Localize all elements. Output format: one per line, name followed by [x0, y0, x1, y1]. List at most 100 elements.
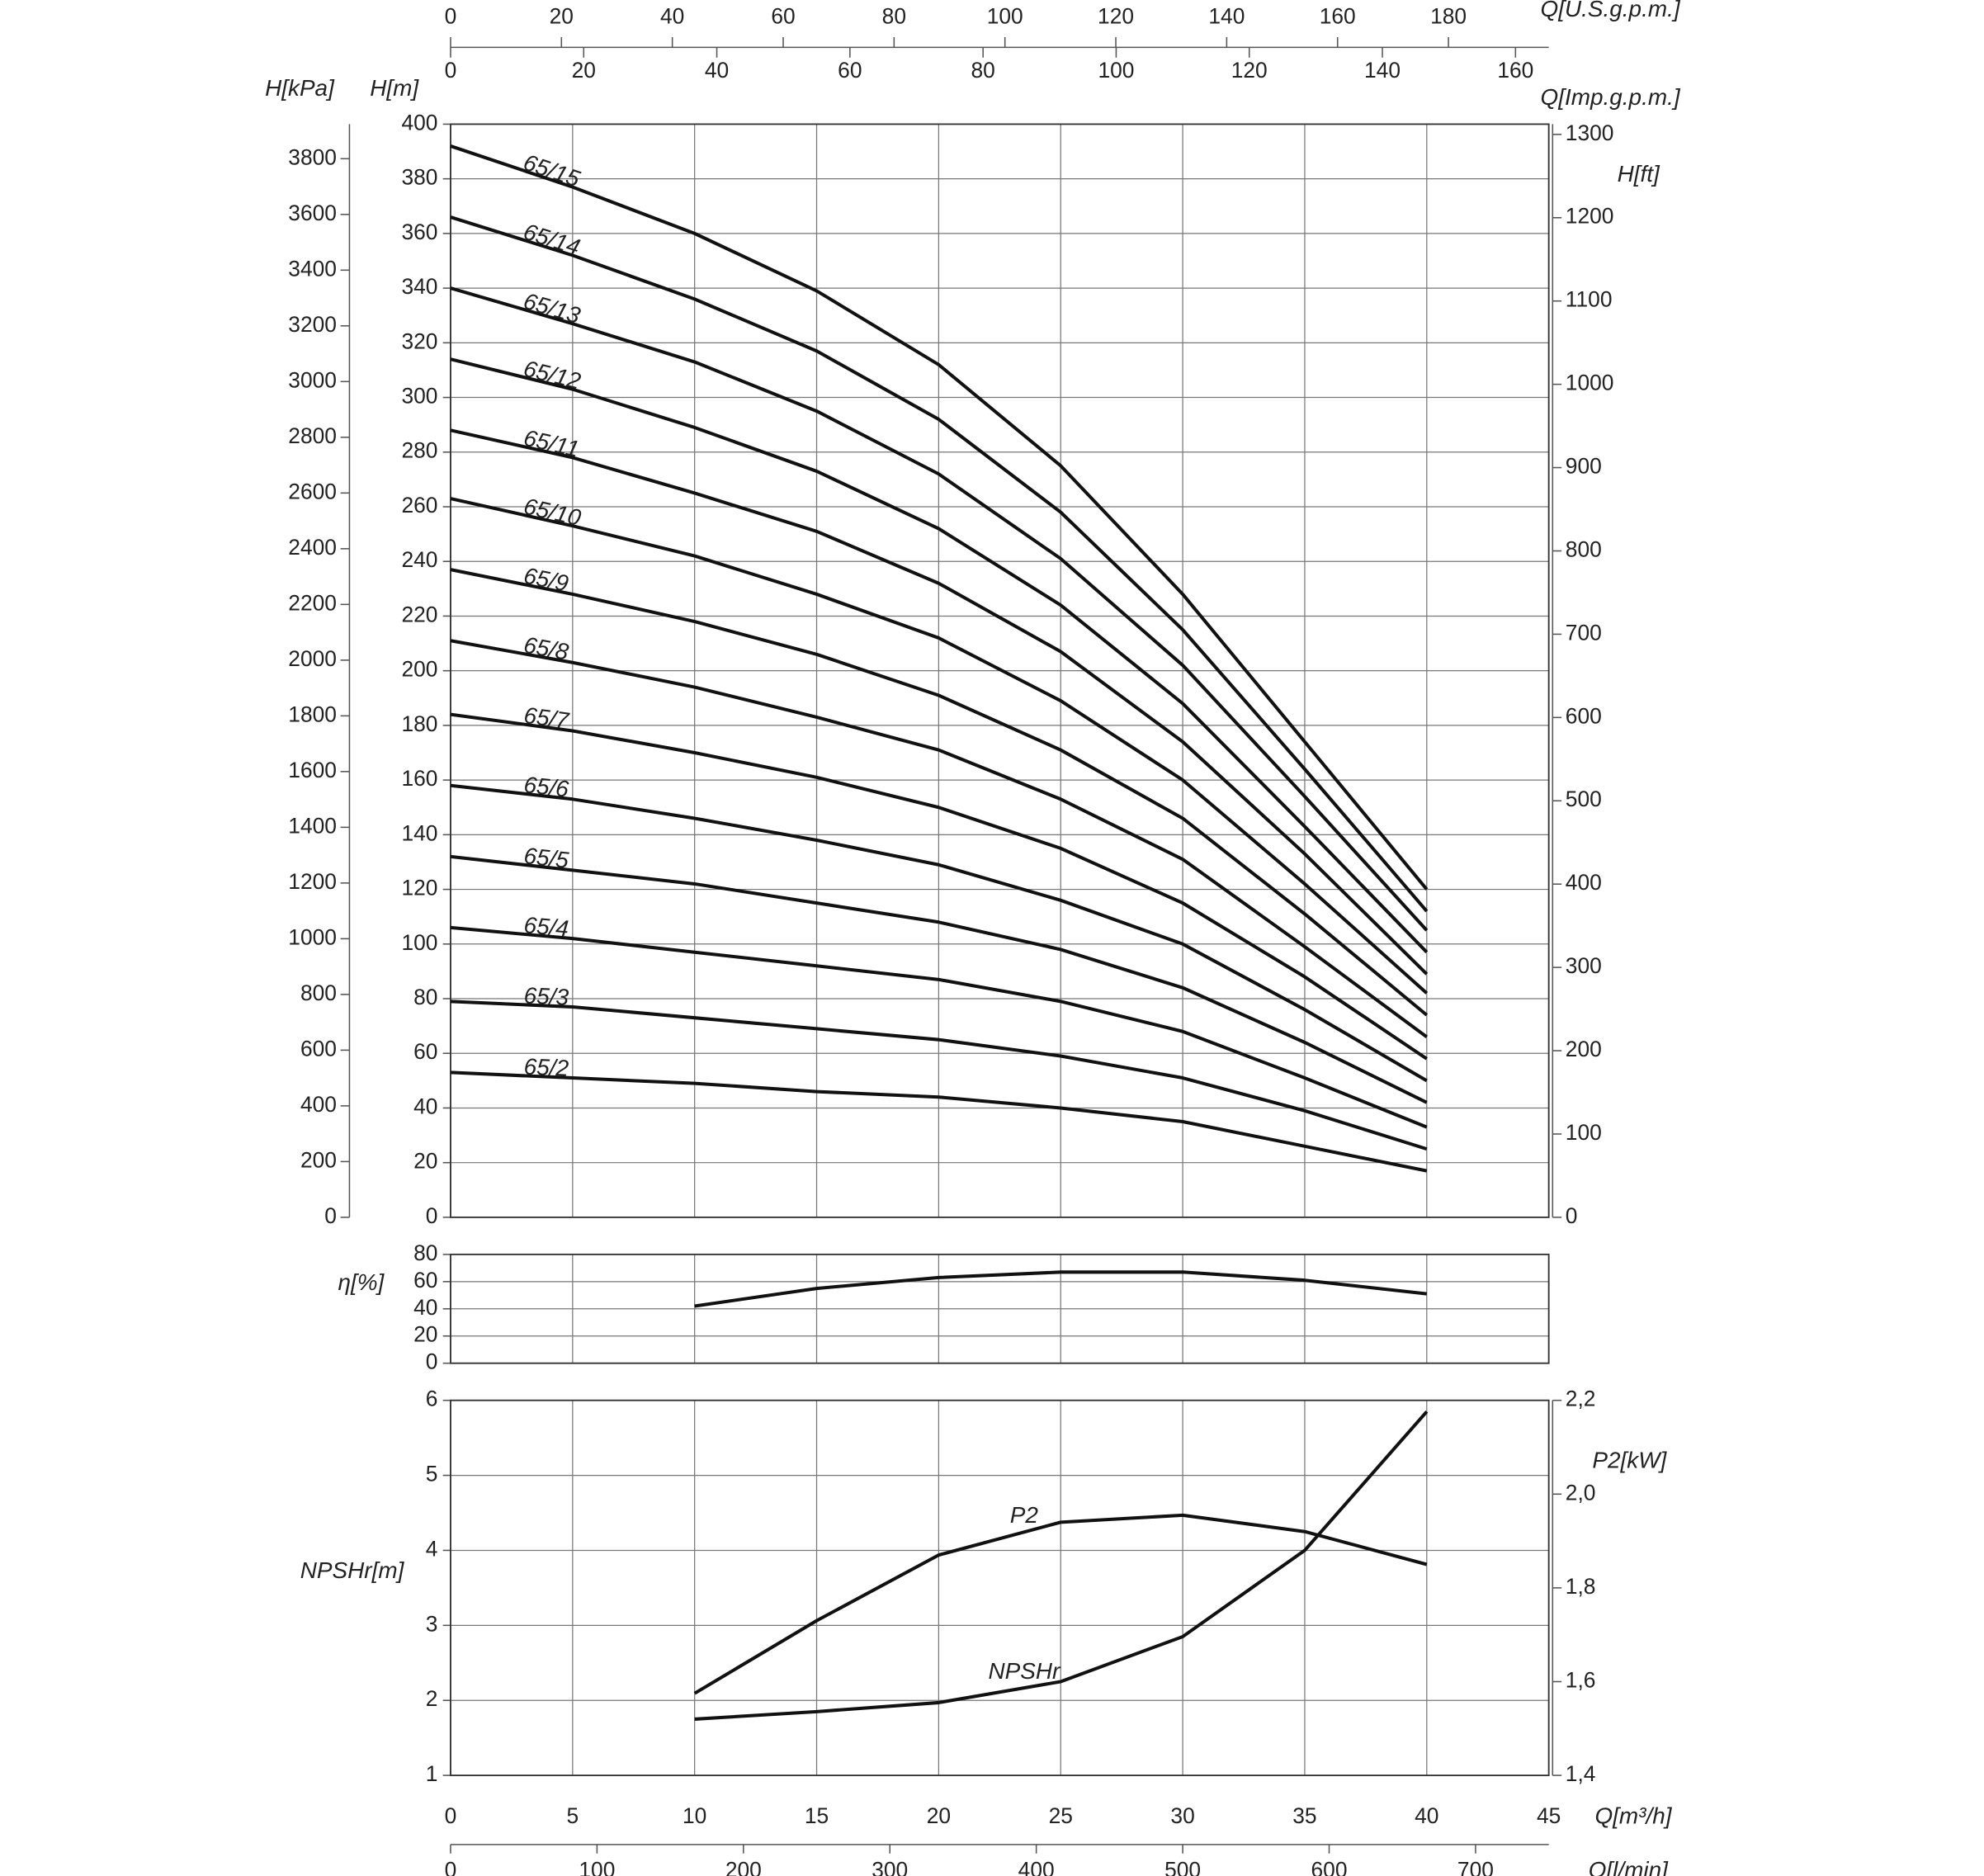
x-top-tick-label: 100: [987, 4, 1023, 29]
axis-title: Q[U.S.g.p.m.]: [1541, 0, 1681, 21]
y-left2-tick-label: 800: [300, 981, 337, 1005]
curve: [450, 357, 1429, 954]
x-top-tick-label: 180: [1430, 4, 1467, 29]
x-bottom2-tick-label: 0: [445, 1857, 457, 1876]
y-tick-label: 380: [401, 165, 437, 190]
x-bottom2-tick-label: 400: [1018, 1857, 1055, 1876]
y-left2-tick-label: 2200: [288, 590, 337, 615]
curve: [450, 854, 1428, 1104]
curve: [694, 1270, 1428, 1308]
y-tick-label: 2: [426, 1686, 438, 1711]
y-tick-label: 140: [401, 820, 437, 845]
x-top-tick-label: 120: [1231, 58, 1268, 83]
y-tick-label: 180: [401, 711, 437, 736]
y2-tick-label: 1,4: [1566, 1761, 1596, 1786]
curve: [450, 286, 1429, 932]
x-top-tick-label: 140: [1364, 58, 1401, 83]
y-tick-label: 120: [401, 876, 437, 900]
y-tick-label: 6: [426, 1387, 438, 1411]
curve: [450, 568, 1429, 1017]
x-top-tick-label: 160: [1497, 58, 1533, 83]
y-tick-label: 240: [401, 547, 437, 572]
curve: [450, 712, 1428, 1061]
series-label: P2: [1010, 1502, 1039, 1528]
y-left2-tick-label: 0: [324, 1203, 337, 1228]
y-tick-label: 100: [401, 930, 437, 955]
x-tick-label: 0: [445, 1803, 457, 1828]
curve: [693, 1513, 1428, 1695]
x-tick-label: 35: [1292, 1803, 1316, 1828]
y2-tick-label: 700: [1566, 620, 1602, 645]
y-tick-label: 40: [413, 1295, 437, 1320]
curve: [450, 144, 1429, 891]
x-top-tick-label: 20: [572, 58, 596, 83]
x-top-tick-label: 40: [660, 4, 684, 29]
y-tick-label: 260: [401, 493, 437, 517]
x-top-tick-label: 100: [1098, 58, 1134, 83]
curve: [694, 1410, 1429, 1721]
series-label: NPSHr: [988, 1658, 1061, 1684]
y-tick-label: 160: [401, 766, 437, 791]
x-bottom2-tick-label: 600: [1311, 1857, 1348, 1876]
y-left2-tick-label: 2800: [288, 423, 337, 448]
series-label: 65/3: [523, 982, 569, 1009]
x-tick-label: 30: [1170, 1803, 1194, 1828]
x-top-tick-label: 80: [882, 4, 906, 29]
y2-tick-label: 2,0: [1566, 1480, 1596, 1505]
y-left2-tick-label: 1200: [288, 869, 337, 894]
y-tick-label: 400: [401, 110, 437, 135]
y2-tick-label: 1100: [1566, 287, 1613, 312]
series-label: 65/7: [522, 702, 571, 734]
x-tick-label: 5: [566, 1803, 579, 1828]
y-left2-tick-label: 1400: [288, 813, 337, 838]
x-bottom2-tick-label: 700: [1457, 1857, 1494, 1876]
y2-tick-label: 200: [1566, 1037, 1602, 1061]
x-tick-label: 10: [683, 1803, 706, 1828]
y-tick-label: 80: [413, 985, 437, 1009]
y-tick-label: 5: [426, 1462, 438, 1486]
y-left2-tick-label: 200: [300, 1147, 337, 1172]
series-label: 65/6: [522, 772, 570, 802]
y-tick-label: 40: [413, 1094, 437, 1118]
y-left2-tick-label: 3400: [288, 256, 337, 281]
x-top-tick-label: 60: [771, 4, 795, 29]
y-tick-label: 20: [413, 1322, 437, 1347]
y2-tick-label: 1300: [1566, 120, 1614, 145]
y2-tick-label: 900: [1566, 454, 1602, 479]
x-bottom2-tick-label: 500: [1164, 1857, 1201, 1876]
y-left2-tick-label: 2400: [288, 535, 337, 560]
x-top-tick-label: 60: [838, 58, 862, 83]
y-tick-label: 80: [413, 1240, 437, 1265]
y-tick-label: 60: [413, 1039, 437, 1064]
series-label: 65/2: [523, 1053, 569, 1080]
x-tick-label: 25: [1049, 1803, 1073, 1828]
x-top-tick-label: 0: [445, 4, 457, 29]
y2-tick-label: 100: [1566, 1120, 1602, 1145]
y2-tick-label: 1000: [1566, 371, 1614, 395]
x-top-tick-label: 20: [550, 4, 574, 29]
y-left2-tick-label: 400: [300, 1092, 337, 1117]
y-tick-label: 220: [401, 602, 437, 626]
x-top-tick-label: 0: [445, 58, 457, 83]
curve: [450, 925, 1428, 1129]
x-top-tick-label: 40: [705, 58, 729, 83]
plot-frame: [450, 1253, 1550, 1364]
y-tick-label: 200: [401, 657, 437, 682]
y-left2-tick-label: 3200: [288, 312, 337, 337]
y-tick-label: 0: [426, 1203, 438, 1228]
y-tick-label: 60: [413, 1268, 437, 1292]
curve: [450, 215, 1429, 913]
axis-title: η[%]: [338, 1269, 385, 1295]
plot-frame: [450, 123, 1550, 1218]
y2-tick-label: 1,8: [1566, 1574, 1596, 1599]
y-left2-tick-label: 3800: [288, 144, 337, 169]
series-label: 65/5: [522, 843, 570, 873]
x-top-tick-label: 140: [1208, 4, 1245, 29]
x-top-tick-label: 120: [1098, 4, 1134, 29]
x-top-tick-label: 80: [971, 58, 994, 83]
y2-tick-label: 800: [1566, 536, 1602, 561]
x-top-tick-label: 160: [1320, 4, 1356, 29]
